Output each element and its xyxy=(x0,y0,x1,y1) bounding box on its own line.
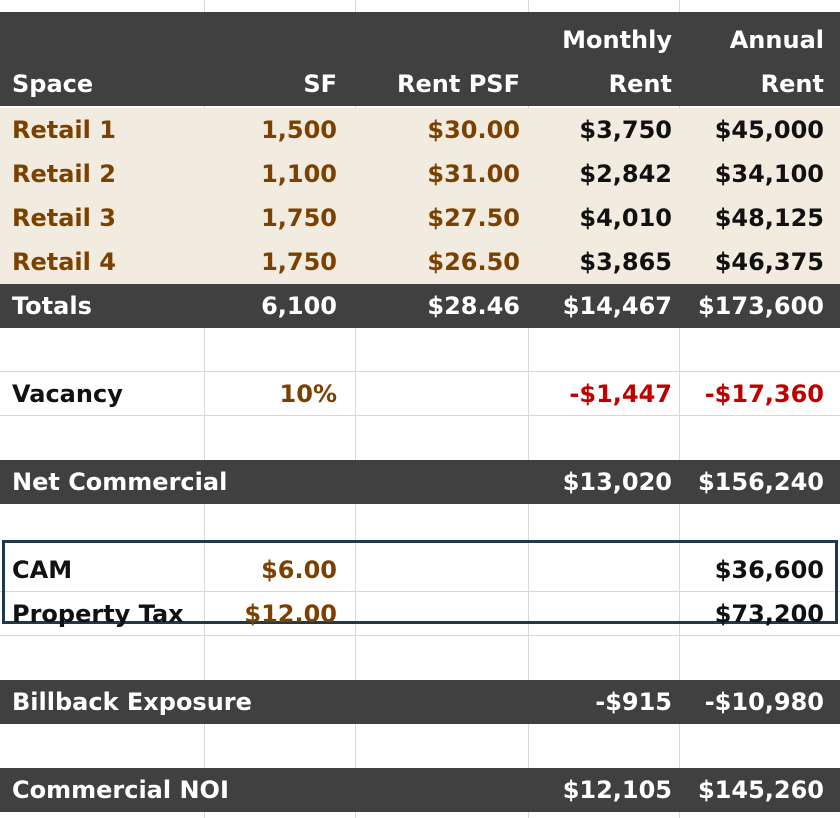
annual-header-line2: Rent xyxy=(760,70,824,98)
monthly-rent-cell[interactable]: $3,750 xyxy=(579,116,672,144)
net-commercial-row: Net Commercial $13,020 $156,240 xyxy=(0,460,840,504)
billback-label[interactable]: CAM xyxy=(12,556,73,584)
net-commercial-monthly[interactable]: $13,020 xyxy=(562,468,672,496)
gridline xyxy=(204,0,205,818)
billback-annual[interactable]: $36,600 xyxy=(714,556,824,584)
rent-psf-cell[interactable]: $31.00 xyxy=(427,160,520,188)
gridline xyxy=(355,0,356,818)
totals-annual[interactable]: $173,600 xyxy=(697,292,824,320)
net-commercial-label[interactable]: Net Commercial xyxy=(12,468,228,496)
monthly-rent-cell[interactable]: $3,865 xyxy=(579,248,672,276)
vacancy-rate[interactable]: 10% xyxy=(279,380,337,408)
sf-cell[interactable]: 1,100 xyxy=(261,160,337,188)
annual-rent-cell[interactable]: $34,100 xyxy=(714,160,824,188)
totals-monthly[interactable]: $14,467 xyxy=(562,292,672,320)
totals-sf[interactable]: 6,100 xyxy=(261,292,337,320)
gridline xyxy=(0,635,840,636)
billback-row: CAM $6.00 $36,600 xyxy=(0,548,840,592)
rent-psf-cell[interactable]: $26.50 xyxy=(427,248,520,276)
sf-cell[interactable]: 1,500 xyxy=(261,116,337,144)
totals-row: Totals 6,100 $28.46 $14,467 $173,600 xyxy=(0,284,840,328)
billback-exposure-monthly[interactable]: -$915 xyxy=(595,688,672,716)
sf-header: SF xyxy=(303,70,337,98)
table-row: Retail 2 1,100 $31.00 $2,842 $34,100 xyxy=(0,152,840,196)
totals-label[interactable]: Totals xyxy=(12,292,92,320)
gridline xyxy=(528,0,529,818)
space-cell[interactable]: Retail 4 xyxy=(12,248,116,276)
monthly-header-line2: Rent xyxy=(608,70,672,98)
sf-cell[interactable]: 1,750 xyxy=(261,204,337,232)
table-row: Retail 1 1,500 $30.00 $3,750 $45,000 xyxy=(0,108,840,152)
billback-exposure-annual[interactable]: -$10,980 xyxy=(704,688,824,716)
sf-cell[interactable]: 1,750 xyxy=(261,248,337,276)
vacancy-annual[interactable]: -$17,360 xyxy=(704,380,824,408)
billback-rate[interactable]: $6.00 xyxy=(261,556,337,584)
commercial-noi-annual[interactable]: $145,260 xyxy=(697,776,824,804)
annual-rent-cell[interactable]: $45,000 xyxy=(714,116,824,144)
vacancy-label[interactable]: Vacancy xyxy=(12,380,123,408)
totals-rent-psf[interactable]: $28.46 xyxy=(427,292,520,320)
rent-psf-header: Rent PSF xyxy=(397,70,520,98)
monthly-header-line1: Monthly xyxy=(562,26,672,54)
commercial-noi-monthly[interactable]: $12,105 xyxy=(562,776,672,804)
table-row: Retail 3 1,750 $27.50 $4,010 $48,125 xyxy=(0,196,840,240)
table-row: Retail 4 1,750 $26.50 $3,865 $46,375 xyxy=(0,240,840,284)
rent-psf-cell[interactable]: $30.00 xyxy=(427,116,520,144)
annual-rent-cell[interactable]: $48,125 xyxy=(714,204,824,232)
gridline xyxy=(679,0,680,818)
billback-row: Property Tax $12.00 $73,200 xyxy=(0,592,840,636)
gridline xyxy=(0,415,840,416)
space-cell[interactable]: Retail 2 xyxy=(12,160,116,188)
billback-annual[interactable]: $73,200 xyxy=(714,600,824,628)
rent-psf-cell[interactable]: $27.50 xyxy=(427,204,520,232)
commercial-noi-label[interactable]: Commercial NOI xyxy=(12,776,229,804)
billback-rate[interactable]: $12.00 xyxy=(244,600,337,628)
net-commercial-annual[interactable]: $156,240 xyxy=(697,468,824,496)
gridline xyxy=(0,371,840,372)
annual-rent-cell[interactable]: $46,375 xyxy=(714,248,824,276)
commercial-noi-row: Commercial NOI $12,105 $145,260 xyxy=(0,768,840,812)
monthly-rent-cell[interactable]: $4,010 xyxy=(579,204,672,232)
table-header: Monthly Annual Space SF Rent PSF Rent Re… xyxy=(0,12,840,106)
billback-label[interactable]: Property Tax xyxy=(12,600,184,628)
vacancy-row: Vacancy 10% -$1,447 -$17,360 xyxy=(0,372,840,416)
billback-selection-box xyxy=(2,540,838,624)
space-cell[interactable]: Retail 1 xyxy=(12,116,116,144)
monthly-rent-cell[interactable]: $2,842 xyxy=(579,160,672,188)
space-header: Space xyxy=(12,70,94,98)
billback-exposure-label[interactable]: Billback Exposure xyxy=(12,688,252,716)
annual-header-line1: Annual xyxy=(729,26,824,54)
space-cell[interactable]: Retail 3 xyxy=(12,204,116,232)
gridline xyxy=(0,591,840,592)
vacancy-monthly[interactable]: -$1,447 xyxy=(569,380,672,408)
billback-exposure-row: Billback Exposure -$915 -$10,980 xyxy=(0,680,840,724)
